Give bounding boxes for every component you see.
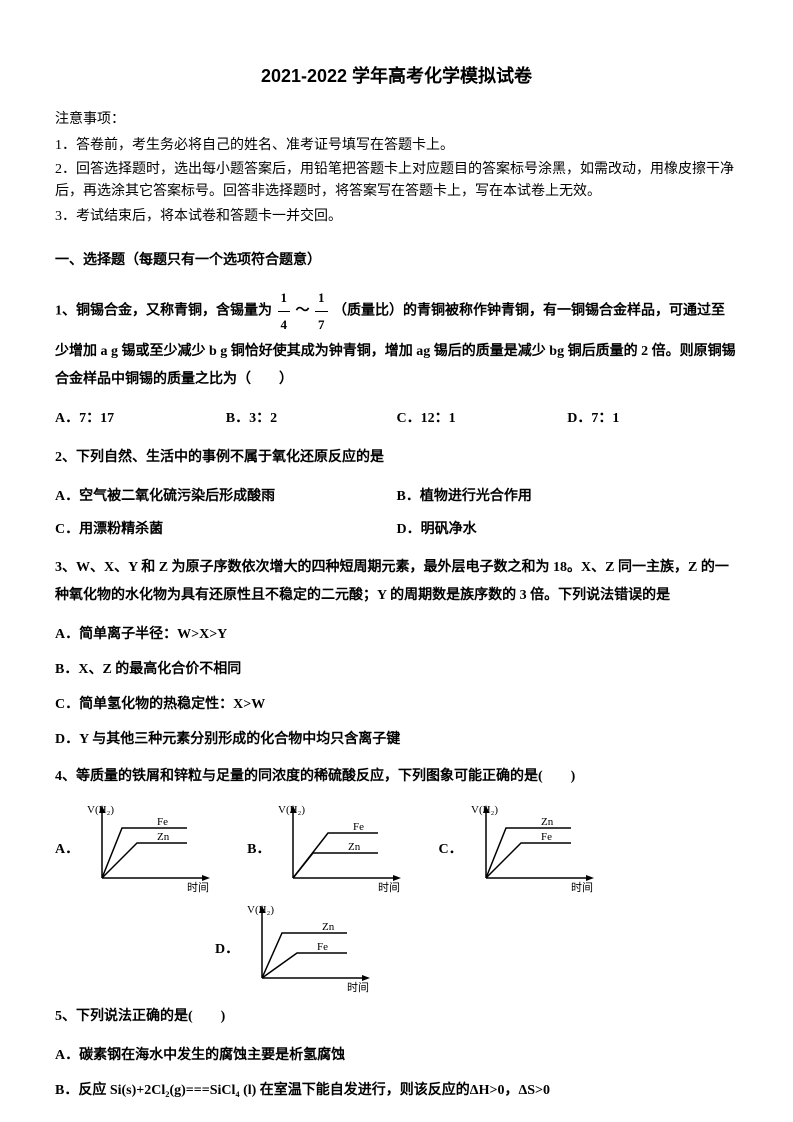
q5-option-b: B．反应 Si(s)+2Cl₂(g)===SiCl₄ (l) 在室温下能自发进行…	[55, 1078, 738, 1103]
instruction-1: 1．答卷前，考生务必将自己的姓名、准考证号填写在答题卡上。	[55, 135, 738, 157]
q1-options: A．7：17 B．3：2 C．12：1 D．7：1	[55, 406, 738, 431]
q4d-ylabel: V(H₂)	[247, 904, 274, 916]
q1-tilde: ～	[296, 304, 310, 319]
q4b-bottom: Zn	[348, 841, 361, 853]
q3-option-a: A．简单离子半径：W>X>Y	[55, 622, 738, 647]
q2-option-b: B．植物进行光合作用	[397, 484, 739, 509]
q4b-xlabel: 时间	[378, 881, 400, 893]
q2-option-d: D．明矾净水	[397, 517, 739, 542]
question-4: 4、等质量的铁屑和锌粒与足量的同浓度的稀硫酸反应，下列图象可能正确的是( )	[55, 763, 738, 791]
q4c-top: Zn	[541, 816, 554, 828]
q2-option-a: A．空气被二氧化硫污染后形成酸雨	[55, 484, 397, 509]
q4-chart-a: V(H₂) 时间 Fe Zn	[87, 803, 217, 893]
q4-chart-c: V(H₂) 时间 Zn Fe	[471, 803, 601, 893]
q4a-ylabel: V(H₂)	[87, 804, 114, 816]
q1-option-b: B．3：2	[226, 406, 397, 431]
q4b-ylabel: V(H₂)	[278, 804, 305, 816]
q4-graphs-row2: D． V(H₂) 时间 Zn Fe	[215, 903, 738, 993]
q4-label-b: B．	[247, 837, 270, 892]
question-3: 3、W、X、Y 和 Z 为原子序数依次增大的四种短周期元素，最外层电子数之和为 …	[55, 554, 738, 610]
q4d-xlabel: 时间	[347, 981, 369, 993]
q5-option-a: A．碳素钢在海水中发生的腐蚀主要是析氢腐蚀	[55, 1043, 738, 1068]
q2-options-row2: C．用漂粉精杀菌 D．明矾净水	[55, 517, 738, 542]
instruction-2: 2．回答选择题时，选出每小题答案后，用铅笔把答题卡上对应题目的答案标号涂黑，如需…	[55, 159, 738, 204]
q3-option-c: C．简单氢化物的热稳定性：X>W	[55, 692, 738, 717]
q3-option-b: B．X、Z 的最高化合价不相同	[55, 657, 738, 682]
q1-option-c: C．12：1	[397, 406, 568, 431]
question-2: 2、下列自然、生活中的事例不属于氧化还原反应的是	[55, 444, 738, 472]
q4a-top: Fe	[157, 816, 168, 828]
q4d-top: Zn	[322, 921, 335, 933]
q4b-top: Fe	[353, 821, 364, 833]
question-1: 1、铜锡合金，又称青铜，含锡量为 1 4 ～ 1 7 （质量比）的青铜被称作钟青…	[55, 285, 738, 394]
q1-frac1: 1 4	[278, 285, 291, 338]
q4-graphs-row1: A． V(H₂) 时间 Fe Zn B． V(H₂) 时间 Fe Zn	[55, 803, 738, 893]
q4-label-c: C．	[438, 837, 462, 892]
q1-frac2: 1 7	[315, 285, 328, 338]
q4d-bottom: Fe	[317, 941, 328, 953]
instruction-3: 3．考试结束后，将本试卷和答题卡一并交回。	[55, 206, 738, 228]
instruction-header: 注意事项：	[55, 107, 738, 132]
q4-graph-c: C． V(H₂) 时间 Zn Fe	[438, 803, 600, 893]
q4c-xlabel: 时间	[571, 881, 593, 893]
q3-option-d: D．Y 与其他三种元素分别形成的化合物中均只含离子键	[55, 727, 738, 752]
q4-chart-d: V(H₂) 时间 Zn Fe	[247, 903, 377, 993]
q4a-bottom: Zn	[157, 831, 170, 843]
q1-prefix: 1、铜锡合金，又称青铜，含锡量为	[55, 304, 272, 319]
question-5: 5、下列说法正确的是( )	[55, 1003, 738, 1031]
q4c-ylabel: V(H₂)	[471, 804, 498, 816]
q1-option-a: A．7：17	[55, 406, 226, 431]
q4-label-d: D．	[215, 937, 239, 992]
exam-title: 2021-2022 学年高考化学模拟试卷	[55, 60, 738, 92]
section-1-header: 一、选择题（每题只有一个选项符合题意）	[55, 248, 738, 273]
q4-chart-b: V(H₂) 时间 Fe Zn	[278, 803, 408, 893]
q2-options-row1: A．空气被二氧化硫污染后形成酸雨 B．植物进行光合作用	[55, 484, 738, 509]
q1-option-d: D．7：1	[567, 406, 738, 431]
q4-graph-a: A． V(H₂) 时间 Fe Zn	[55, 803, 217, 893]
q4-graph-b: B． V(H₂) 时间 Fe Zn	[247, 803, 408, 893]
q4-label-a: A．	[55, 837, 79, 892]
q4a-xlabel: 时间	[187, 881, 209, 893]
q2-option-c: C．用漂粉精杀菌	[55, 517, 397, 542]
q4c-bottom: Fe	[541, 831, 552, 843]
q4-graph-d: D． V(H₂) 时间 Zn Fe	[215, 903, 377, 993]
